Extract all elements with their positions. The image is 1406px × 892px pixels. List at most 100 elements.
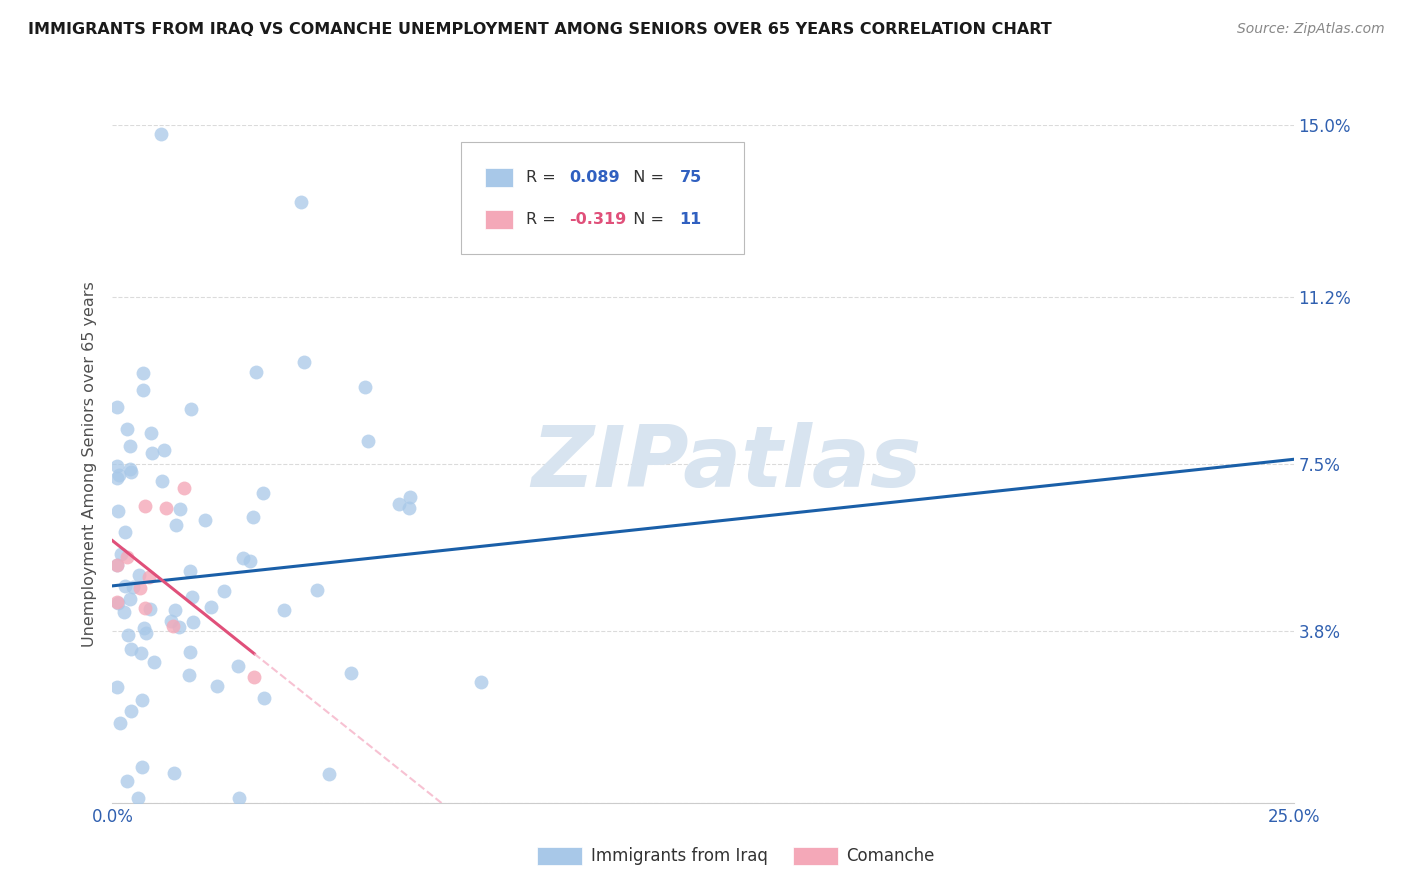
FancyBboxPatch shape <box>485 168 513 186</box>
Point <box>127 791 149 805</box>
Point <box>112 606 135 620</box>
Point <box>194 512 217 526</box>
Point <box>253 690 276 705</box>
Point <box>292 355 315 369</box>
Point <box>118 439 141 453</box>
Point <box>180 401 202 416</box>
Point <box>163 765 186 780</box>
Point <box>128 568 150 582</box>
Text: 75: 75 <box>679 169 702 185</box>
Point <box>105 558 128 572</box>
Point <box>105 595 128 609</box>
Point <box>388 497 411 511</box>
Point <box>105 471 128 485</box>
Point <box>132 366 155 380</box>
Point <box>120 704 142 718</box>
Point <box>114 579 136 593</box>
Point <box>239 554 262 568</box>
Point <box>155 500 177 515</box>
Point <box>135 626 157 640</box>
Point <box>134 499 156 513</box>
Point <box>398 500 420 515</box>
Point <box>173 481 195 495</box>
Point <box>105 458 128 473</box>
Point <box>179 564 201 578</box>
Point <box>105 680 128 694</box>
FancyBboxPatch shape <box>461 142 744 253</box>
Point <box>138 569 160 583</box>
Point <box>105 558 128 572</box>
Point <box>340 665 363 680</box>
Point <box>107 596 129 610</box>
Point <box>143 656 166 670</box>
Text: N =: N = <box>623 212 669 227</box>
Point <box>162 619 184 633</box>
Point <box>228 791 250 805</box>
Point <box>181 590 204 604</box>
Point <box>214 584 236 599</box>
Point <box>200 600 222 615</box>
Point <box>354 380 377 394</box>
Point <box>179 645 201 659</box>
Point <box>120 465 142 479</box>
Point <box>107 504 129 518</box>
Point <box>273 603 295 617</box>
Point <box>115 422 138 436</box>
Point <box>181 615 204 629</box>
Text: 0.089: 0.089 <box>569 169 620 185</box>
Point <box>131 760 153 774</box>
Point <box>120 641 142 656</box>
Y-axis label: Unemployment Among Seniors over 65 years: Unemployment Among Seniors over 65 years <box>82 281 97 647</box>
Point <box>141 446 163 460</box>
Text: Immigrants from Iraq: Immigrants from Iraq <box>591 847 768 865</box>
Point <box>470 675 492 690</box>
Text: N =: N = <box>623 169 669 185</box>
Point <box>167 620 190 634</box>
Text: 11: 11 <box>679 212 702 227</box>
Point <box>105 400 128 414</box>
Point <box>139 602 162 616</box>
Text: ZIPatlas: ZIPatlas <box>531 422 922 506</box>
Point <box>290 194 312 209</box>
Point <box>117 550 139 565</box>
Point <box>305 582 328 597</box>
Point <box>357 434 380 448</box>
Point <box>110 716 132 731</box>
Point <box>252 486 274 500</box>
Point <box>165 517 187 532</box>
Point <box>318 767 340 781</box>
Text: IMMIGRANTS FROM IRAQ VS COMANCHE UNEMPLOYMENT AMONG SENIORS OVER 65 YEARS CORREL: IMMIGRANTS FROM IRAQ VS COMANCHE UNEMPLO… <box>28 22 1052 37</box>
Point <box>117 628 139 642</box>
Point <box>226 659 249 673</box>
Point <box>115 774 138 789</box>
Point <box>134 621 156 635</box>
Text: Comanche: Comanche <box>846 847 935 865</box>
FancyBboxPatch shape <box>485 211 513 229</box>
Point <box>131 692 153 706</box>
Point <box>108 467 131 482</box>
Point <box>242 509 264 524</box>
Point <box>243 670 266 684</box>
Point <box>110 548 132 562</box>
Point <box>114 524 136 539</box>
Point <box>232 551 254 566</box>
Point <box>118 592 141 607</box>
Point <box>121 580 143 594</box>
Point <box>149 127 172 141</box>
Text: Source: ZipAtlas.com: Source: ZipAtlas.com <box>1237 22 1385 37</box>
Point <box>153 442 176 457</box>
Point <box>159 614 181 628</box>
Point <box>399 490 422 504</box>
Point <box>245 365 267 379</box>
Point <box>177 668 200 682</box>
Point <box>163 602 186 616</box>
Text: R =: R = <box>526 169 561 185</box>
Point <box>205 679 228 693</box>
Point <box>169 501 191 516</box>
Point <box>141 425 163 440</box>
Point <box>134 600 156 615</box>
Point <box>129 646 152 660</box>
Point <box>118 462 141 476</box>
Point <box>132 383 155 397</box>
Point <box>150 475 173 489</box>
